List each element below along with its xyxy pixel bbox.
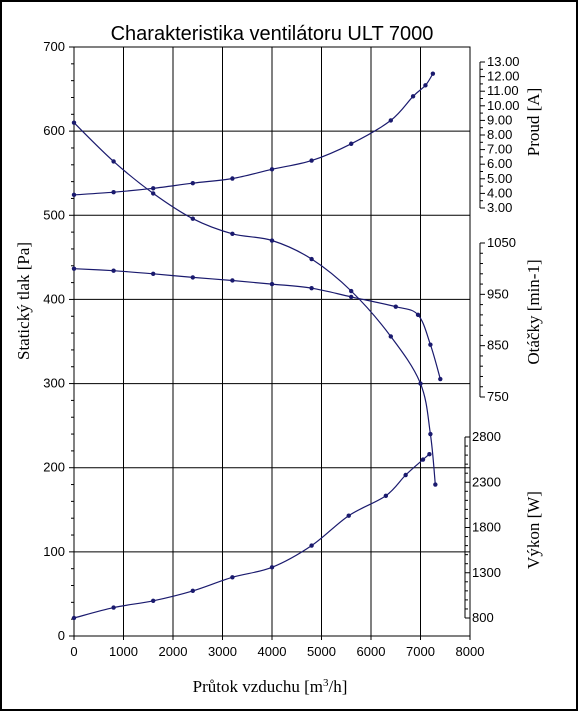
y-axis-label-current: Proud [A]: [524, 88, 543, 156]
x-axis-label: Průtok vzduchu [m3/h]: [193, 677, 348, 696]
data-point-pressure: [230, 231, 235, 236]
x-tick-label: 8000: [456, 644, 485, 659]
data-point-power: [346, 513, 351, 518]
y-tick-label-power: 800: [472, 610, 494, 625]
data-point-current: [423, 83, 428, 88]
data-point-current: [71, 192, 77, 198]
x-tick-label: 7000: [406, 644, 435, 659]
data-point-speed: [309, 285, 314, 291]
data-point-speed: [190, 275, 195, 280]
data-point-power: [151, 598, 156, 604]
data-point-pressure: [418, 381, 423, 386]
data-point-speed: [393, 304, 398, 309]
data-point-current: [410, 94, 416, 99]
x-tick-label: 6000: [357, 644, 386, 659]
y-axis-label-pressure: Statický tlak [Pa]: [14, 242, 33, 360]
y-tick-label-current: 3.00: [487, 200, 512, 215]
y-tick-label-speed: 1050: [487, 235, 516, 250]
series-line-speed: [73, 268, 441, 380]
y-tick-label-pressure: 500: [43, 207, 65, 222]
y-tick-label-current: 8.00: [487, 127, 512, 142]
y-tick-label-speed: 950: [487, 286, 509, 301]
data-point-current: [388, 118, 393, 123]
data-point-speed: [415, 312, 421, 318]
x-tick-label: 5000: [307, 644, 336, 659]
grid: [74, 47, 470, 636]
y-tick-label-current: 4.00: [487, 185, 512, 200]
axes: 0 1000 2000 3000 4000 5000 6000 7000 8000 0 100 200…: [43, 39, 519, 659]
data-point-power: [309, 543, 314, 548]
data-point-current: [230, 176, 235, 181]
y-tick-label-pressure: 100: [43, 544, 65, 559]
x-tick-label: 4000: [258, 644, 287, 659]
y-tick-label-power: 2300: [472, 474, 501, 489]
y-tick-label-pressure: 200: [43, 460, 65, 475]
data-point-power: [269, 565, 275, 570]
y-axis-label-power: Výkon [W]: [524, 491, 543, 569]
y-tick-label-current: 11.00: [487, 83, 519, 98]
y-tick-label-power: 2800: [472, 429, 501, 444]
y-tick-label-current: 13.00: [487, 54, 520, 69]
y-tick-label-current: 6.00: [487, 156, 512, 171]
data-point-speed: [349, 294, 354, 300]
y-tick-label-pressure: 0: [58, 628, 65, 643]
data-point-current: [269, 167, 275, 172]
data-point-pressure: [309, 256, 314, 262]
data-point-speed: [71, 266, 77, 271]
data-point-pressure: [111, 159, 116, 164]
y-tick-label-pressure: 300: [43, 376, 65, 391]
series: [71, 71, 443, 621]
data-point-pressure: [269, 238, 275, 243]
y-tick-label-pressure: 600: [43, 123, 65, 138]
data-point-power: [403, 472, 408, 478]
data-point-current: [430, 71, 436, 76]
data-point-power: [190, 588, 195, 594]
x-tick-label: 2000: [159, 644, 188, 659]
data-point-current: [349, 141, 354, 146]
data-point-power: [420, 457, 426, 462]
data-point-pressure: [71, 120, 77, 125]
data-point-pressure: [433, 482, 438, 487]
y-tick-label-current: 7.00: [487, 142, 512, 157]
data-point-speed: [230, 278, 235, 283]
data-point-pressure: [349, 288, 354, 294]
data-point-current: [190, 180, 195, 186]
y-tick-label-current: 9.00: [487, 112, 512, 127]
data-point-speed: [438, 376, 443, 382]
data-point-power: [230, 575, 235, 580]
y-tick-label-power: 1800: [472, 520, 501, 535]
series-line-pressure: [73, 122, 436, 485]
data-point-pressure: [190, 216, 195, 221]
data-point-power: [383, 493, 389, 499]
data-point-speed: [111, 268, 116, 273]
data-point-speed: [151, 271, 156, 276]
data-point-pressure: [388, 334, 393, 339]
data-point-current: [309, 158, 314, 163]
chart-title: Charakteristika ventilátoru ULT 7000: [111, 23, 434, 45]
series-line-power: [73, 453, 430, 619]
y-tick-label-current: 5.00: [487, 171, 512, 186]
x-tick-label: 1000: [109, 644, 138, 659]
y-tick-label-current: 10.00: [487, 98, 520, 113]
y-tick-label-current: 12.00: [487, 69, 520, 84]
data-point-speed: [428, 342, 433, 347]
data-point-speed: [269, 281, 275, 287]
y-tick-label-pressure: 400: [43, 291, 65, 306]
data-point-power: [427, 451, 432, 457]
y-tick-label-speed: 850: [487, 338, 509, 353]
y-axis-label-speed: Otáčky [min-1]: [524, 259, 543, 364]
y-tick-label-pressure: 700: [43, 39, 65, 54]
series-line-current: [73, 73, 434, 196]
x-tick-label: 0: [70, 644, 77, 659]
data-point-current: [111, 190, 116, 195]
data-point-power: [71, 615, 77, 621]
y-tick-label-speed: 750: [487, 389, 509, 404]
x-tick-label: 3000: [208, 644, 237, 659]
data-point-current: [151, 186, 156, 191]
y-tick-label-power: 1300: [472, 565, 501, 580]
data-point-pressure: [428, 431, 433, 437]
data-point-pressure: [151, 191, 156, 196]
data-point-power: [111, 605, 116, 610]
